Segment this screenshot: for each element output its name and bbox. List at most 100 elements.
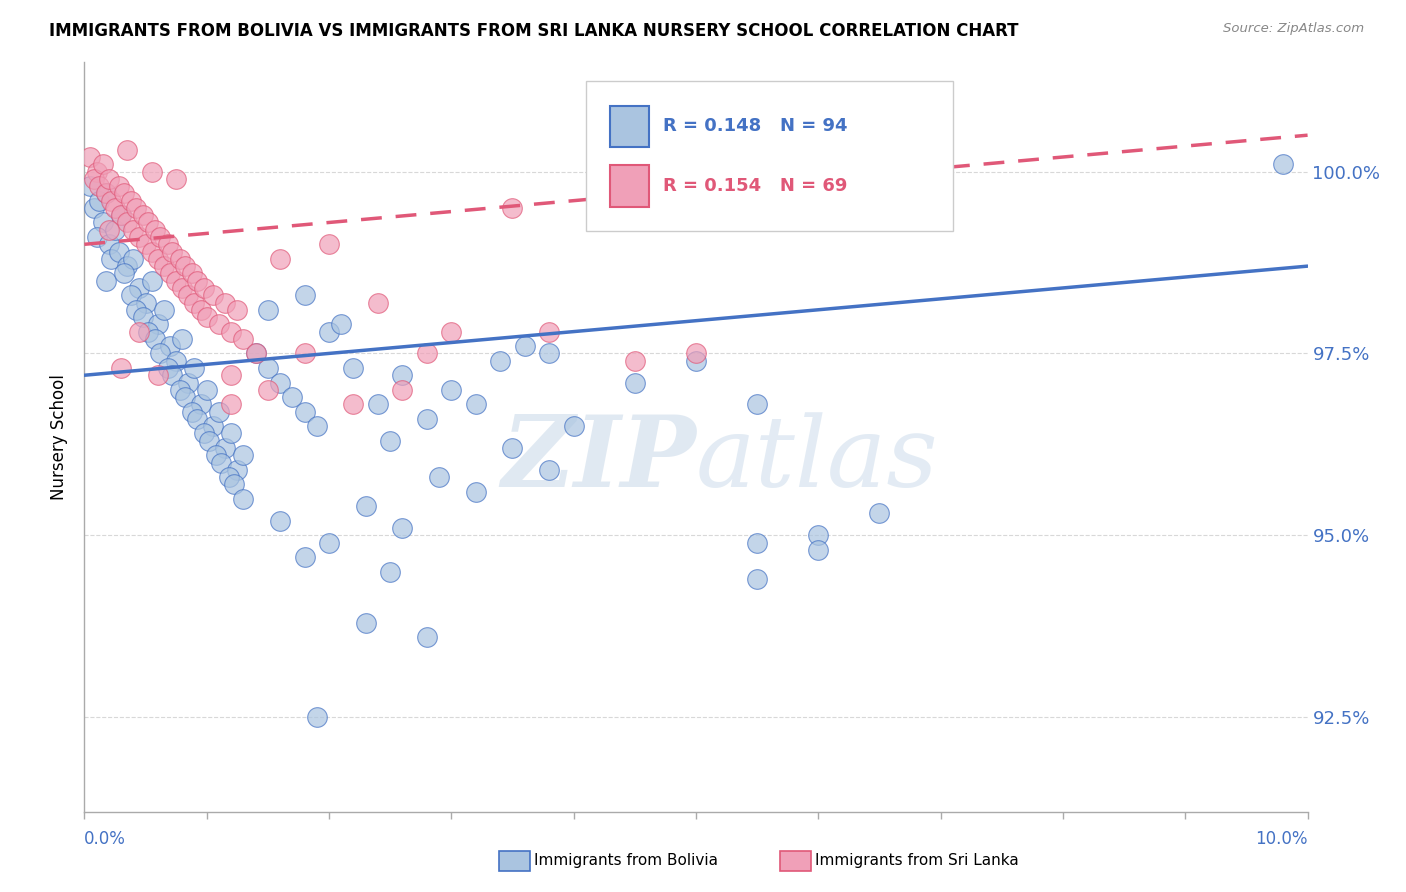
Point — [193, 426, 215, 441]
Point — [205, 448, 228, 462]
Point — [193, 281, 215, 295]
Point — [165, 171, 187, 186]
Point — [391, 383, 413, 397]
Point — [181, 404, 204, 418]
Text: atlas: atlas — [696, 412, 939, 508]
Point — [232, 448, 254, 462]
Point — [222, 477, 245, 491]
Point — [294, 404, 316, 418]
Point — [149, 346, 172, 360]
Point — [79, 179, 101, 194]
Point — [195, 310, 218, 324]
Point — [209, 456, 232, 470]
Point — [149, 230, 172, 244]
Y-axis label: Nursery School: Nursery School — [51, 374, 69, 500]
Point — [214, 441, 236, 455]
Point — [440, 325, 463, 339]
Point — [380, 565, 402, 579]
Text: Source: ZipAtlas.com: Source: ZipAtlas.com — [1223, 22, 1364, 36]
Point — [132, 310, 155, 324]
Point — [183, 295, 205, 310]
Point — [107, 244, 129, 259]
Point — [190, 397, 212, 411]
Point — [416, 412, 439, 426]
Point — [83, 201, 105, 215]
Text: Immigrants from Sri Lanka: Immigrants from Sri Lanka — [815, 854, 1019, 868]
Point — [208, 404, 231, 418]
Point — [538, 325, 561, 339]
Text: IMMIGRANTS FROM BOLIVIA VS IMMIGRANTS FROM SRI LANKA NURSERY SCHOOL CORRELATION : IMMIGRANTS FROM BOLIVIA VS IMMIGRANTS FR… — [49, 22, 1019, 40]
Point — [208, 318, 231, 332]
Point — [195, 383, 218, 397]
Point — [143, 332, 166, 346]
Point — [115, 143, 138, 157]
Point — [96, 186, 118, 201]
Point — [269, 514, 291, 528]
Point — [464, 484, 486, 499]
Point — [214, 295, 236, 310]
Point — [747, 572, 769, 586]
Point — [269, 376, 291, 390]
Point — [122, 223, 145, 237]
Point — [367, 295, 389, 310]
Point — [146, 252, 169, 266]
Point — [624, 376, 647, 390]
Point — [281, 390, 304, 404]
Point — [219, 397, 242, 411]
Point — [110, 361, 132, 376]
Point — [169, 383, 191, 397]
Point — [159, 267, 181, 281]
Point — [87, 194, 110, 208]
Point — [107, 179, 129, 194]
Point — [110, 208, 132, 222]
Point — [869, 507, 891, 521]
Point — [165, 353, 187, 368]
Point — [97, 237, 120, 252]
Point — [294, 550, 316, 565]
Point — [169, 252, 191, 266]
Point — [96, 274, 118, 288]
Point — [162, 244, 184, 259]
Point — [416, 346, 439, 360]
Point — [146, 368, 169, 383]
Point — [177, 288, 200, 302]
Point — [538, 346, 561, 360]
Point — [136, 325, 159, 339]
Point — [807, 528, 830, 542]
Text: R = 0.148   N = 94: R = 0.148 N = 94 — [664, 117, 848, 135]
Point — [226, 302, 249, 317]
Point — [186, 412, 208, 426]
Point — [128, 230, 150, 244]
Text: R = 0.154   N = 69: R = 0.154 N = 69 — [664, 178, 848, 195]
Point — [219, 325, 242, 339]
Point — [391, 521, 413, 535]
Point — [141, 244, 163, 259]
Point — [747, 535, 769, 549]
Point — [104, 201, 127, 215]
Point — [232, 332, 254, 346]
Point — [305, 419, 328, 434]
Point — [245, 346, 267, 360]
Point — [354, 499, 377, 513]
Point — [135, 295, 157, 310]
Point — [685, 346, 707, 360]
Bar — [610, 105, 650, 147]
Point — [173, 259, 195, 273]
Point — [120, 288, 142, 302]
Point — [86, 164, 108, 178]
Point — [218, 470, 240, 484]
Point — [115, 215, 138, 229]
Point — [354, 615, 377, 630]
Point — [502, 441, 524, 455]
Point — [172, 281, 194, 295]
Point — [464, 397, 486, 411]
Point — [342, 361, 364, 376]
Point — [342, 397, 364, 411]
Point — [172, 332, 194, 346]
Point — [294, 288, 316, 302]
Point — [146, 318, 169, 332]
Point — [100, 194, 122, 208]
Point — [91, 157, 114, 171]
Point — [807, 542, 830, 557]
Point — [97, 171, 120, 186]
